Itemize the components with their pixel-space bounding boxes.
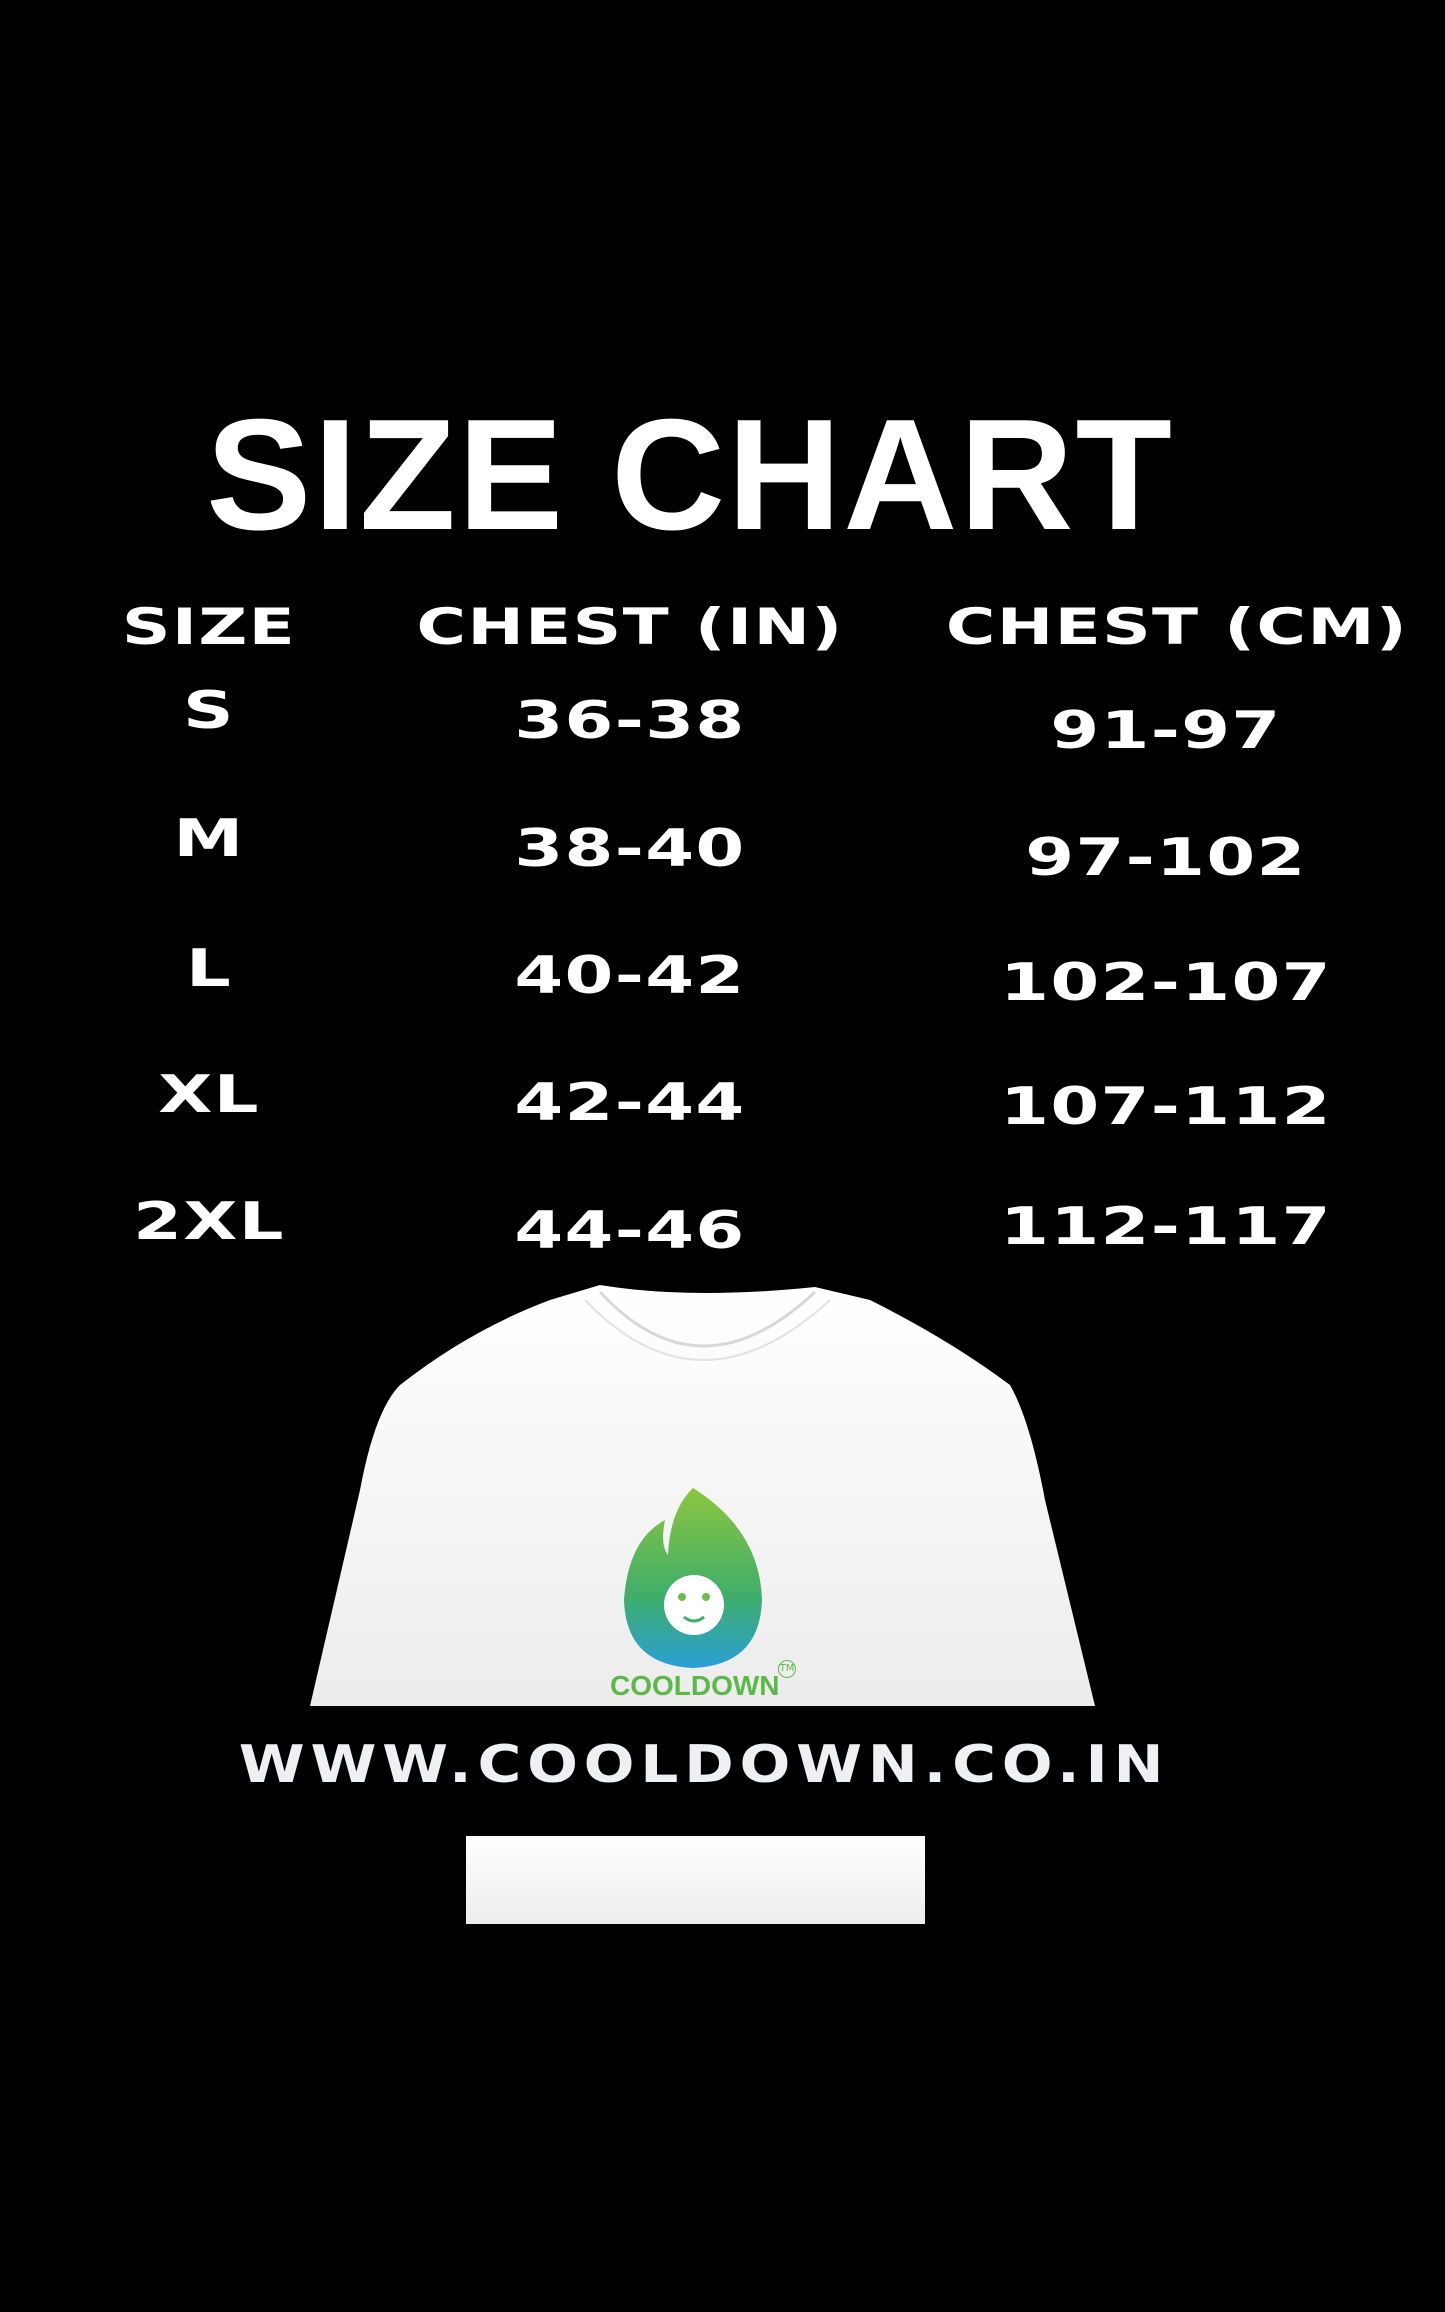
chest-cm-cell: 91-97	[1050, 701, 1282, 761]
chest-cm-cell: 102-107	[1000, 953, 1332, 1013]
chest-in-cell: 38-40	[514, 819, 746, 879]
header-chest-cm: CHEST (CM)	[945, 598, 1409, 656]
brand-name: COOLDOWN	[610, 1670, 780, 1701]
chest-in-cell: 36-38	[514, 691, 746, 751]
trademark-badge: TM	[778, 1660, 796, 1678]
chest-in-cell: 42-44	[514, 1073, 746, 1133]
page-title: SIZE CHART	[206, 387, 1174, 563]
header-size: SIZE	[121, 598, 297, 656]
size-cell: 2XL	[133, 1192, 285, 1252]
size-cell: M	[173, 809, 245, 869]
brand-logo-icon	[624, 1488, 762, 1668]
size-cell: XL	[158, 1065, 260, 1125]
website-link[interactable]: WWW.COOLDOWN.CO.IN	[238, 1735, 1170, 1795]
chest-in-cell: 44-46	[514, 1201, 746, 1261]
header-chest-in: CHEST (IN)	[416, 598, 844, 656]
size-cell: L	[185, 939, 233, 999]
chest-cm-cell: 112-117	[1000, 1197, 1332, 1257]
chest-cm-cell: 97-102	[1025, 828, 1307, 888]
chest-cm-cell: 107-112	[1000, 1077, 1332, 1137]
chest-in-cell: 40-42	[514, 946, 746, 1006]
size-cell: S	[183, 681, 235, 741]
